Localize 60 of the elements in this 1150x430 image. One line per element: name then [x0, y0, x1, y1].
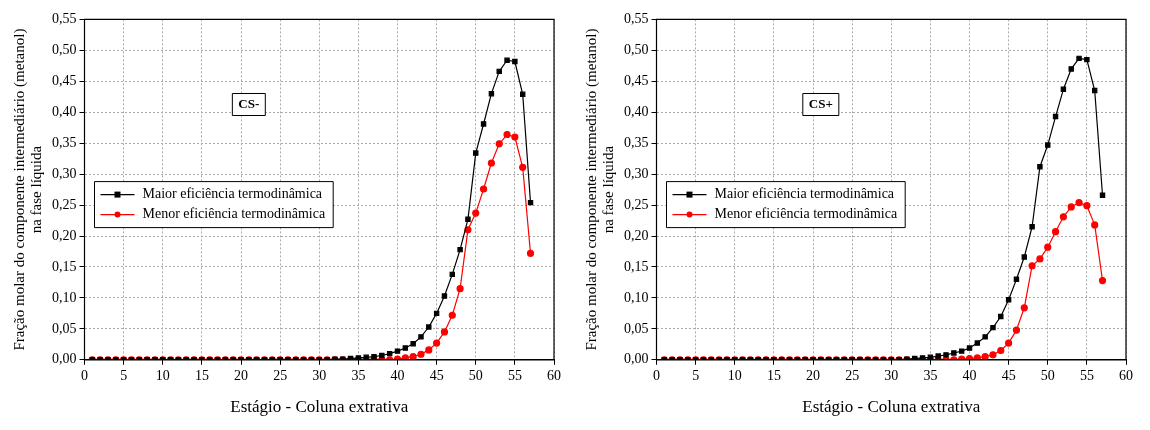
x-tick-label: 10 — [155, 367, 170, 383]
x-tick-label: 20 — [234, 367, 248, 383]
y-tick-label: 0,15 — [52, 258, 77, 274]
y-tick-label: 0,00 — [624, 351, 649, 367]
x-tick-label: 25 — [845, 367, 860, 383]
y-tick-label: 0,50 — [624, 42, 649, 58]
legend-label: Menor eficiência termodinâmica — [142, 206, 326, 222]
y-tick-label: 0,45 — [52, 72, 77, 88]
x-tick-label: 25 — [273, 367, 288, 383]
x-tick-label: 5 — [120, 367, 128, 383]
x-tick-label: 50 — [1040, 367, 1055, 383]
x-tick-label: 50 — [468, 367, 483, 383]
x-tick-label: 45 — [429, 367, 444, 383]
y-tick-label: 0,10 — [52, 289, 77, 305]
y-tick-label: 0,20 — [52, 227, 77, 243]
x-tick-label: 40 — [962, 367, 977, 383]
x-tick-label: 35 — [923, 367, 938, 383]
y-tick-label: 0,30 — [624, 165, 649, 181]
legend-label: Maior eficiência termodinâmica — [714, 186, 895, 202]
y-axis-title: Fração molar do componente intermediário (metanol) na fase líquida — [11, 28, 44, 351]
x-tick-label: 20 — [806, 367, 820, 383]
annotation: CS- — [238, 95, 260, 111]
x-axis-title: Estágio - Coluna extrativa — [802, 397, 981, 417]
x-tick-label: 10 — [727, 367, 742, 383]
y-tick-label: 0,05 — [52, 320, 77, 336]
y-tick-label: 0,35 — [52, 134, 77, 150]
x-tick-label: 55 — [507, 367, 522, 383]
x-tick-label: 55 — [1079, 367, 1094, 383]
y-tick-label: 0,55 — [624, 11, 649, 27]
y-tick-label: 0,30 — [52, 165, 77, 181]
y-tick-label: 0,25 — [624, 196, 649, 212]
x-tick-label: 60 — [1119, 367, 1133, 383]
x-axis-title: Estágio - Coluna extrativa — [230, 397, 409, 417]
x-tick-label: 5 — [692, 367, 700, 383]
y-tick-label: 0,25 — [52, 196, 77, 212]
y-tick-label: 0,10 — [624, 289, 649, 305]
y-axis-title: Fração molar do componente intermediário (metanol) na fase líquida — [583, 28, 616, 351]
annotation: CS+ — [808, 95, 833, 111]
y-tick-label: 0,15 — [624, 258, 649, 274]
y-tick-label: 0,00 — [52, 351, 77, 367]
y-tick-label: 0,45 — [624, 72, 649, 88]
y-tick-label: 0,05 — [624, 320, 649, 336]
x-tick-label: 15 — [766, 367, 781, 383]
x-tick-label: 15 — [194, 367, 209, 383]
x-tick-label: 40 — [390, 367, 405, 383]
y-tick-label: 0,20 — [624, 227, 649, 243]
legend-label: Maior eficiência termodinâmica — [142, 186, 323, 202]
x-tick-label: 0 — [653, 367, 660, 383]
y-tick-label: 0,50 — [52, 42, 77, 58]
y-tick-label: 0,40 — [624, 103, 649, 119]
y-tick-label: 0,35 — [624, 134, 649, 150]
x-tick-label: 0 — [81, 367, 88, 383]
x-tick-label: 35 — [351, 367, 366, 383]
x-tick-label: 45 — [1001, 367, 1016, 383]
x-tick-label: 30 — [884, 367, 899, 383]
y-tick-label: 0,40 — [52, 103, 77, 119]
legend-label: Menor eficiência termodinâmica — [714, 206, 898, 222]
x-tick-label: 60 — [547, 367, 561, 383]
y-tick-label: 0,55 — [52, 11, 77, 27]
x-tick-label: 30 — [312, 367, 327, 383]
